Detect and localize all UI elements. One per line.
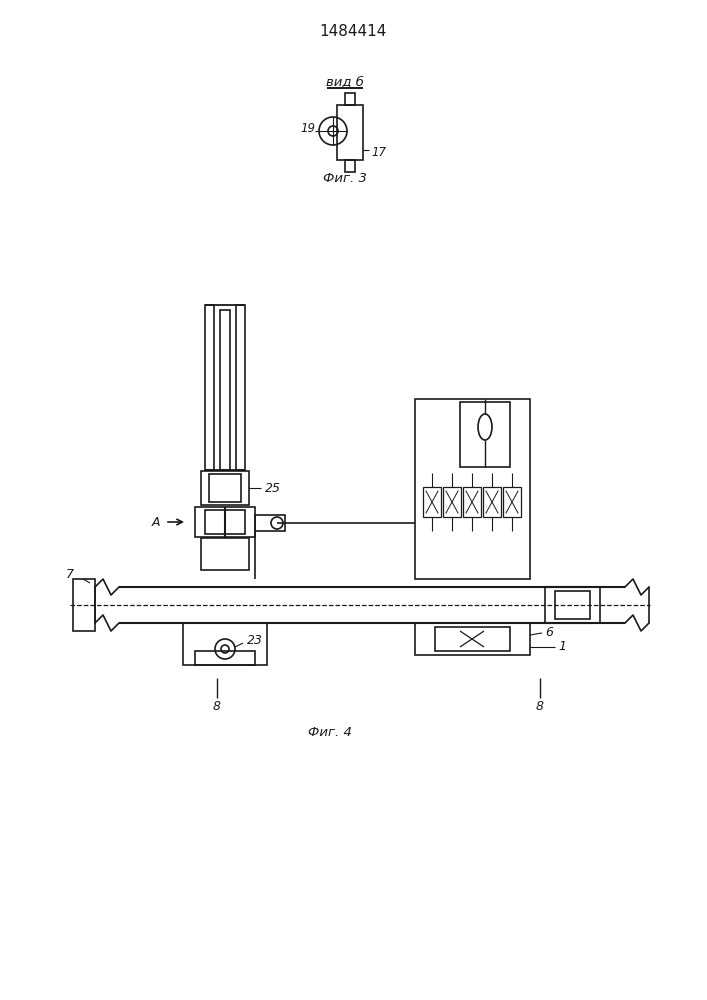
Bar bbox=[255, 515, 285, 531]
Bar bbox=[183, 623, 267, 665]
Text: А: А bbox=[151, 516, 160, 528]
Text: Фиг. 3: Фиг. 3 bbox=[323, 172, 367, 184]
Bar bbox=[483, 487, 501, 517]
Bar bbox=[195, 507, 255, 537]
Text: 25: 25 bbox=[265, 482, 281, 494]
Text: Фиг. 4: Фиг. 4 bbox=[308, 726, 352, 740]
Bar bbox=[236, 305, 245, 470]
Text: 17: 17 bbox=[371, 145, 386, 158]
Bar bbox=[463, 487, 481, 517]
Text: 1: 1 bbox=[558, 641, 566, 654]
Bar bbox=[201, 538, 249, 570]
Bar bbox=[415, 399, 530, 579]
Text: 8: 8 bbox=[213, 700, 221, 714]
Bar bbox=[201, 471, 249, 505]
Bar bbox=[503, 487, 521, 517]
Bar bbox=[555, 591, 590, 619]
Bar bbox=[220, 310, 230, 470]
Bar bbox=[423, 487, 441, 517]
Bar bbox=[545, 587, 600, 623]
Text: 6: 6 bbox=[545, 626, 553, 640]
Bar bbox=[205, 305, 214, 470]
Bar bbox=[460, 402, 510, 467]
Text: 7: 7 bbox=[66, 568, 74, 582]
Bar bbox=[205, 510, 245, 534]
Bar bbox=[73, 579, 95, 631]
Bar bbox=[415, 623, 530, 655]
Bar bbox=[195, 651, 255, 665]
Bar bbox=[345, 93, 355, 105]
Text: 23: 23 bbox=[247, 635, 263, 648]
Bar bbox=[443, 487, 461, 517]
Bar bbox=[337, 105, 363, 160]
Bar bbox=[435, 627, 510, 651]
Text: вид б: вид б bbox=[326, 76, 364, 89]
Text: 1484414: 1484414 bbox=[320, 24, 387, 39]
Text: 19: 19 bbox=[300, 122, 315, 135]
Bar bbox=[209, 474, 241, 502]
Bar bbox=[345, 160, 355, 172]
Text: 8: 8 bbox=[536, 700, 544, 714]
